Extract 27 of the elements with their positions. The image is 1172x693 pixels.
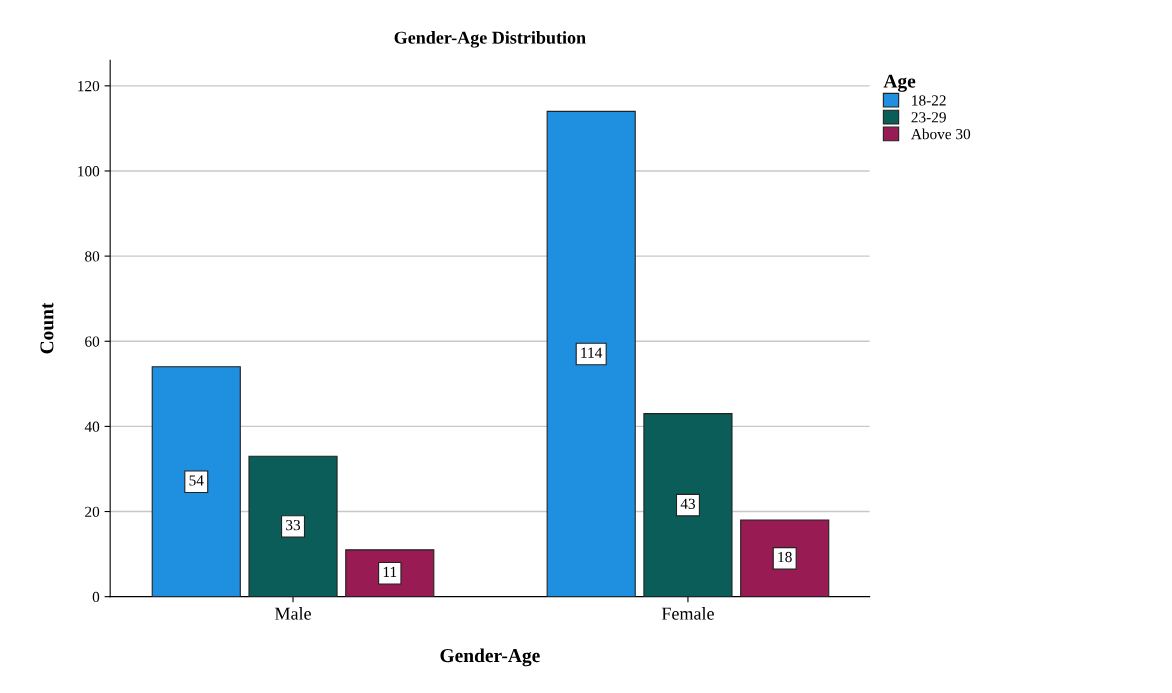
y-tick-label: 100 [78, 166, 100, 177]
data-label: 54 [189, 475, 204, 486]
y-axis-title: Count [40, 302, 54, 354]
bar [740, 519, 830, 597]
y-tick-label: 120 [78, 80, 100, 92]
y-tick-label: 20 [85, 506, 100, 517]
bar [546, 110, 636, 597]
data-label: 18 [778, 551, 792, 563]
legend-label: 18-22 [912, 95, 946, 106]
legend-title: Age [883, 74, 916, 92]
y-tick-label: 60 [85, 336, 100, 347]
chart-title: Gender-Age Distribution [394, 31, 586, 48]
bar [248, 455, 338, 597]
x-tick-label: Female [661, 607, 714, 620]
data-label: 33 [286, 519, 301, 531]
data-label: 43 [680, 498, 695, 509]
x-axis-title: Gender-Age [440, 648, 540, 667]
legend-label: 23-29 [911, 112, 946, 123]
legend-label: Above 30 [911, 128, 971, 140]
y-tick-label: 80 [85, 251, 100, 262]
y-tick-label: 40 [84, 421, 100, 432]
data-label: 114 [581, 347, 603, 358]
x-tick-label: Male [274, 607, 311, 620]
bar [151, 366, 241, 597]
y-tick-label: 0 [92, 591, 100, 603]
bar [643, 413, 733, 597]
data-label: 11 [383, 566, 397, 577]
